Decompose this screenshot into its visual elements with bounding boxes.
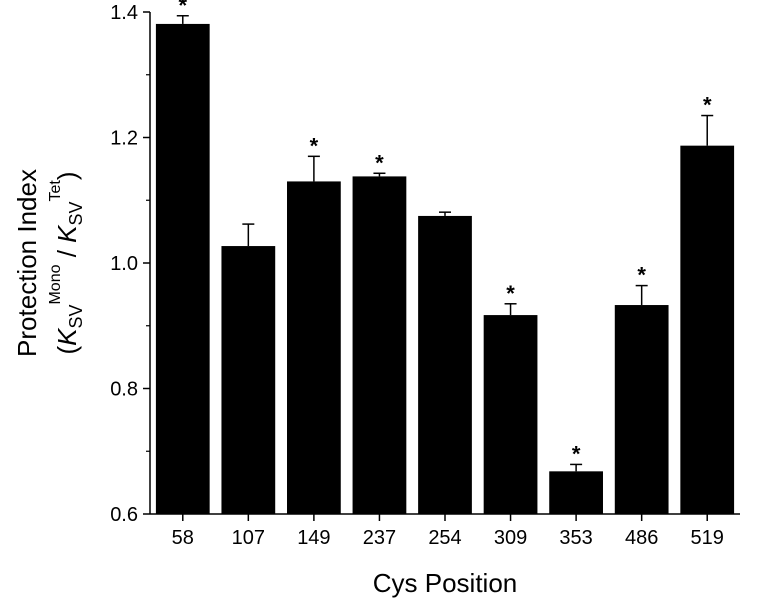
x-tick-label-353: 353 <box>559 527 592 549</box>
x-tick-label-254: 254 <box>428 527 461 549</box>
significance-star-353: * <box>572 441 581 466</box>
x-tick-label-58: 58 <box>172 527 194 549</box>
y-axis: 0.6 0.8 1.0 1.2 1.4 <box>110 2 150 526</box>
x-tick-label-486: 486 <box>625 527 658 549</box>
bar-237 <box>352 176 407 514</box>
y-axis-title-part: K <box>52 327 82 346</box>
significance-star-237: * <box>375 150 384 175</box>
y-axis-title-part: ( <box>52 346 82 355</box>
x-tick-label-519: 519 <box>691 527 724 549</box>
y-tick-label: 1.4 <box>110 2 138 24</box>
bar-309 <box>483 315 538 514</box>
y-axis-title-part: SV <box>66 201 86 225</box>
x-tick-label-309: 309 <box>494 527 527 549</box>
y-axis-title-part: Tet <box>47 180 64 202</box>
bar-353 <box>549 471 603 514</box>
significance-star-58: * <box>178 0 187 18</box>
bar-58 <box>155 23 210 515</box>
y-tick-label: 0.6 <box>110 504 138 526</box>
significance-star-149: * <box>310 133 319 158</box>
significance-star-309: * <box>506 281 515 306</box>
bar-254 <box>418 215 472 514</box>
y-axis-title-part: / <box>52 243 82 265</box>
y-tick-label: 1.2 <box>110 128 138 150</box>
error-bars-group <box>176 15 714 472</box>
y-tick-label: 1.0 <box>110 253 138 275</box>
y-tick-label: 0.8 <box>110 379 138 401</box>
y-axis-title-part: SV <box>66 305 86 329</box>
y-axis-title-part: ) <box>52 171 82 180</box>
x-tick-label-149: 149 <box>297 527 330 549</box>
y-axis-title-line2: (KSVMono / KSVTet) <box>47 171 86 354</box>
bar-149 <box>287 181 341 515</box>
bars-group <box>155 23 735 515</box>
x-tick-label-107: 107 <box>232 527 265 549</box>
x-axis-title: Cys Position <box>373 568 518 598</box>
y-axis-title-part: Mono <box>47 264 64 304</box>
y-axis-title-line1: Protection Index <box>12 169 42 357</box>
x-tick-label-237: 237 <box>363 527 396 549</box>
bar-486 <box>614 305 669 514</box>
y-axis-title-part: K <box>52 224 82 243</box>
significance-markers-group: * * * * * * * <box>178 0 711 466</box>
significance-star-519: * <box>703 93 712 118</box>
bar-107 <box>221 246 276 514</box>
bar-519 <box>680 145 735 514</box>
x-axis: 58 107 149 237 254 309 353 486 519 <box>172 514 724 549</box>
y-axis-title: Protection Index (KSVMono / KSVTet) <box>12 169 86 357</box>
significance-star-486: * <box>637 263 646 288</box>
